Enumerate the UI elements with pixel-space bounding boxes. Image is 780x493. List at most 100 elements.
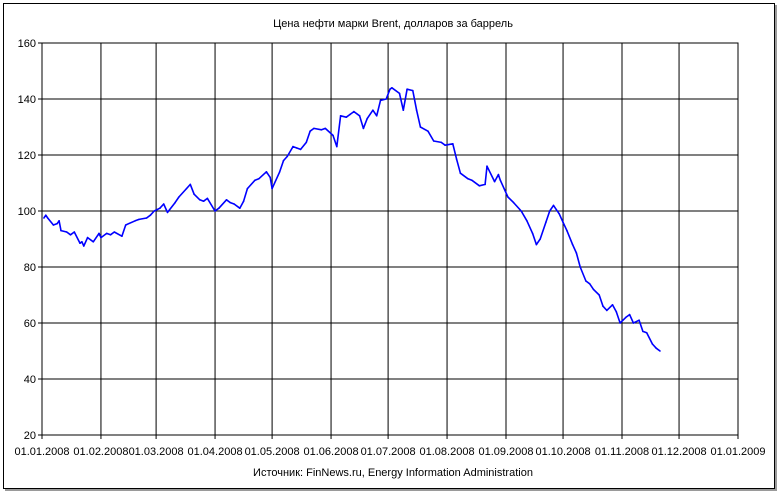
x-tick-label: 01.06.2008 xyxy=(304,446,359,458)
data-point xyxy=(398,92,401,95)
data-point xyxy=(246,187,249,190)
data-point xyxy=(484,183,486,186)
data-point xyxy=(178,196,180,198)
data-point xyxy=(193,193,195,195)
data-point xyxy=(46,217,49,219)
data-point xyxy=(545,221,547,223)
data-point xyxy=(309,130,311,132)
data-point xyxy=(299,148,302,151)
data-point xyxy=(588,283,591,285)
y-tick-label: 20 xyxy=(24,430,36,442)
data-point xyxy=(159,207,161,209)
x-tick-label: 01.10.2008 xyxy=(536,446,591,458)
x-tick-label: 01.05.2008 xyxy=(245,446,300,458)
data-point xyxy=(233,203,235,205)
x-tick-label: 01.12.2008 xyxy=(652,446,707,458)
data-point xyxy=(615,311,618,313)
data-point xyxy=(218,207,220,209)
data-point xyxy=(602,305,604,308)
data-point xyxy=(292,145,294,148)
data-point xyxy=(419,126,422,128)
data-point xyxy=(65,231,68,233)
data-point xyxy=(214,210,216,212)
data-point xyxy=(520,210,522,212)
data-point xyxy=(258,178,260,180)
data-point xyxy=(43,217,45,219)
x-tick-label: 01.07.2008 xyxy=(361,446,416,458)
data-point xyxy=(45,214,47,216)
data-point xyxy=(105,232,108,235)
data-point xyxy=(592,288,595,291)
data-point xyxy=(305,141,308,144)
data-point xyxy=(73,231,76,233)
data-point xyxy=(98,232,100,235)
data-point xyxy=(632,322,635,324)
y-tick-label: 140 xyxy=(18,94,36,106)
data-point xyxy=(497,173,500,176)
data-point xyxy=(638,319,640,322)
data-point xyxy=(113,231,116,233)
data-point xyxy=(493,180,496,183)
data-point xyxy=(229,201,232,204)
data-point xyxy=(206,197,209,200)
data-point xyxy=(332,134,334,137)
data-point xyxy=(86,236,89,239)
data-point xyxy=(455,158,458,160)
data-point xyxy=(153,210,155,212)
data-point xyxy=(379,99,382,102)
x-tick-label: 01.01.2009 xyxy=(710,446,765,458)
data-point xyxy=(269,176,272,179)
data-point xyxy=(651,343,654,345)
data-point xyxy=(385,98,388,100)
data-point xyxy=(162,203,165,205)
data-point xyxy=(254,179,256,181)
data-point xyxy=(189,183,192,186)
data-point xyxy=(566,229,568,232)
data-point xyxy=(320,129,323,131)
data-point xyxy=(459,172,462,174)
data-point xyxy=(471,179,473,181)
x-tick-label: 01.04.2008 xyxy=(188,446,243,458)
data-point xyxy=(296,147,298,149)
data-point xyxy=(526,220,528,222)
x-tick-label: 01.09.2008 xyxy=(478,446,533,458)
data-point xyxy=(138,218,140,221)
data-point xyxy=(645,332,648,334)
data-point xyxy=(271,187,273,190)
data-point xyxy=(499,179,502,181)
data-point xyxy=(362,127,365,130)
data-point xyxy=(336,145,338,148)
data-point xyxy=(507,196,509,198)
y-tick-label: 80 xyxy=(24,262,36,274)
data-point xyxy=(659,350,661,352)
data-point xyxy=(349,113,351,116)
data-point xyxy=(199,199,201,201)
data-point xyxy=(579,266,581,268)
y-axis-ticks: 20 40 60 80 100 120 140 160 xyxy=(18,38,36,442)
data-point xyxy=(109,234,112,236)
data-point xyxy=(619,322,621,324)
y-tick-label: 120 xyxy=(18,150,36,162)
y-tick-label: 60 xyxy=(24,318,36,330)
data-point xyxy=(552,204,555,207)
chart-title: Цена нефти марки Brent, долларов за барр… xyxy=(273,18,513,30)
data-point xyxy=(427,130,429,132)
data-point xyxy=(174,201,176,204)
data-point xyxy=(467,178,469,180)
data-point xyxy=(83,245,85,247)
data-point xyxy=(558,213,560,215)
data-point xyxy=(345,116,348,118)
x-axis-ticks: 01.01.2008 01.02.2008 01.03.2008 01.04.2008… xyxy=(14,446,765,458)
data-point xyxy=(571,243,574,246)
data-point xyxy=(642,330,644,333)
data-point xyxy=(185,187,188,190)
data-point xyxy=(575,252,578,254)
data-point xyxy=(92,241,95,243)
data-point xyxy=(548,210,551,212)
data-point xyxy=(406,88,408,90)
series-line xyxy=(43,87,661,352)
data-point xyxy=(440,141,443,144)
data-point xyxy=(585,280,587,282)
data-point xyxy=(372,109,374,111)
